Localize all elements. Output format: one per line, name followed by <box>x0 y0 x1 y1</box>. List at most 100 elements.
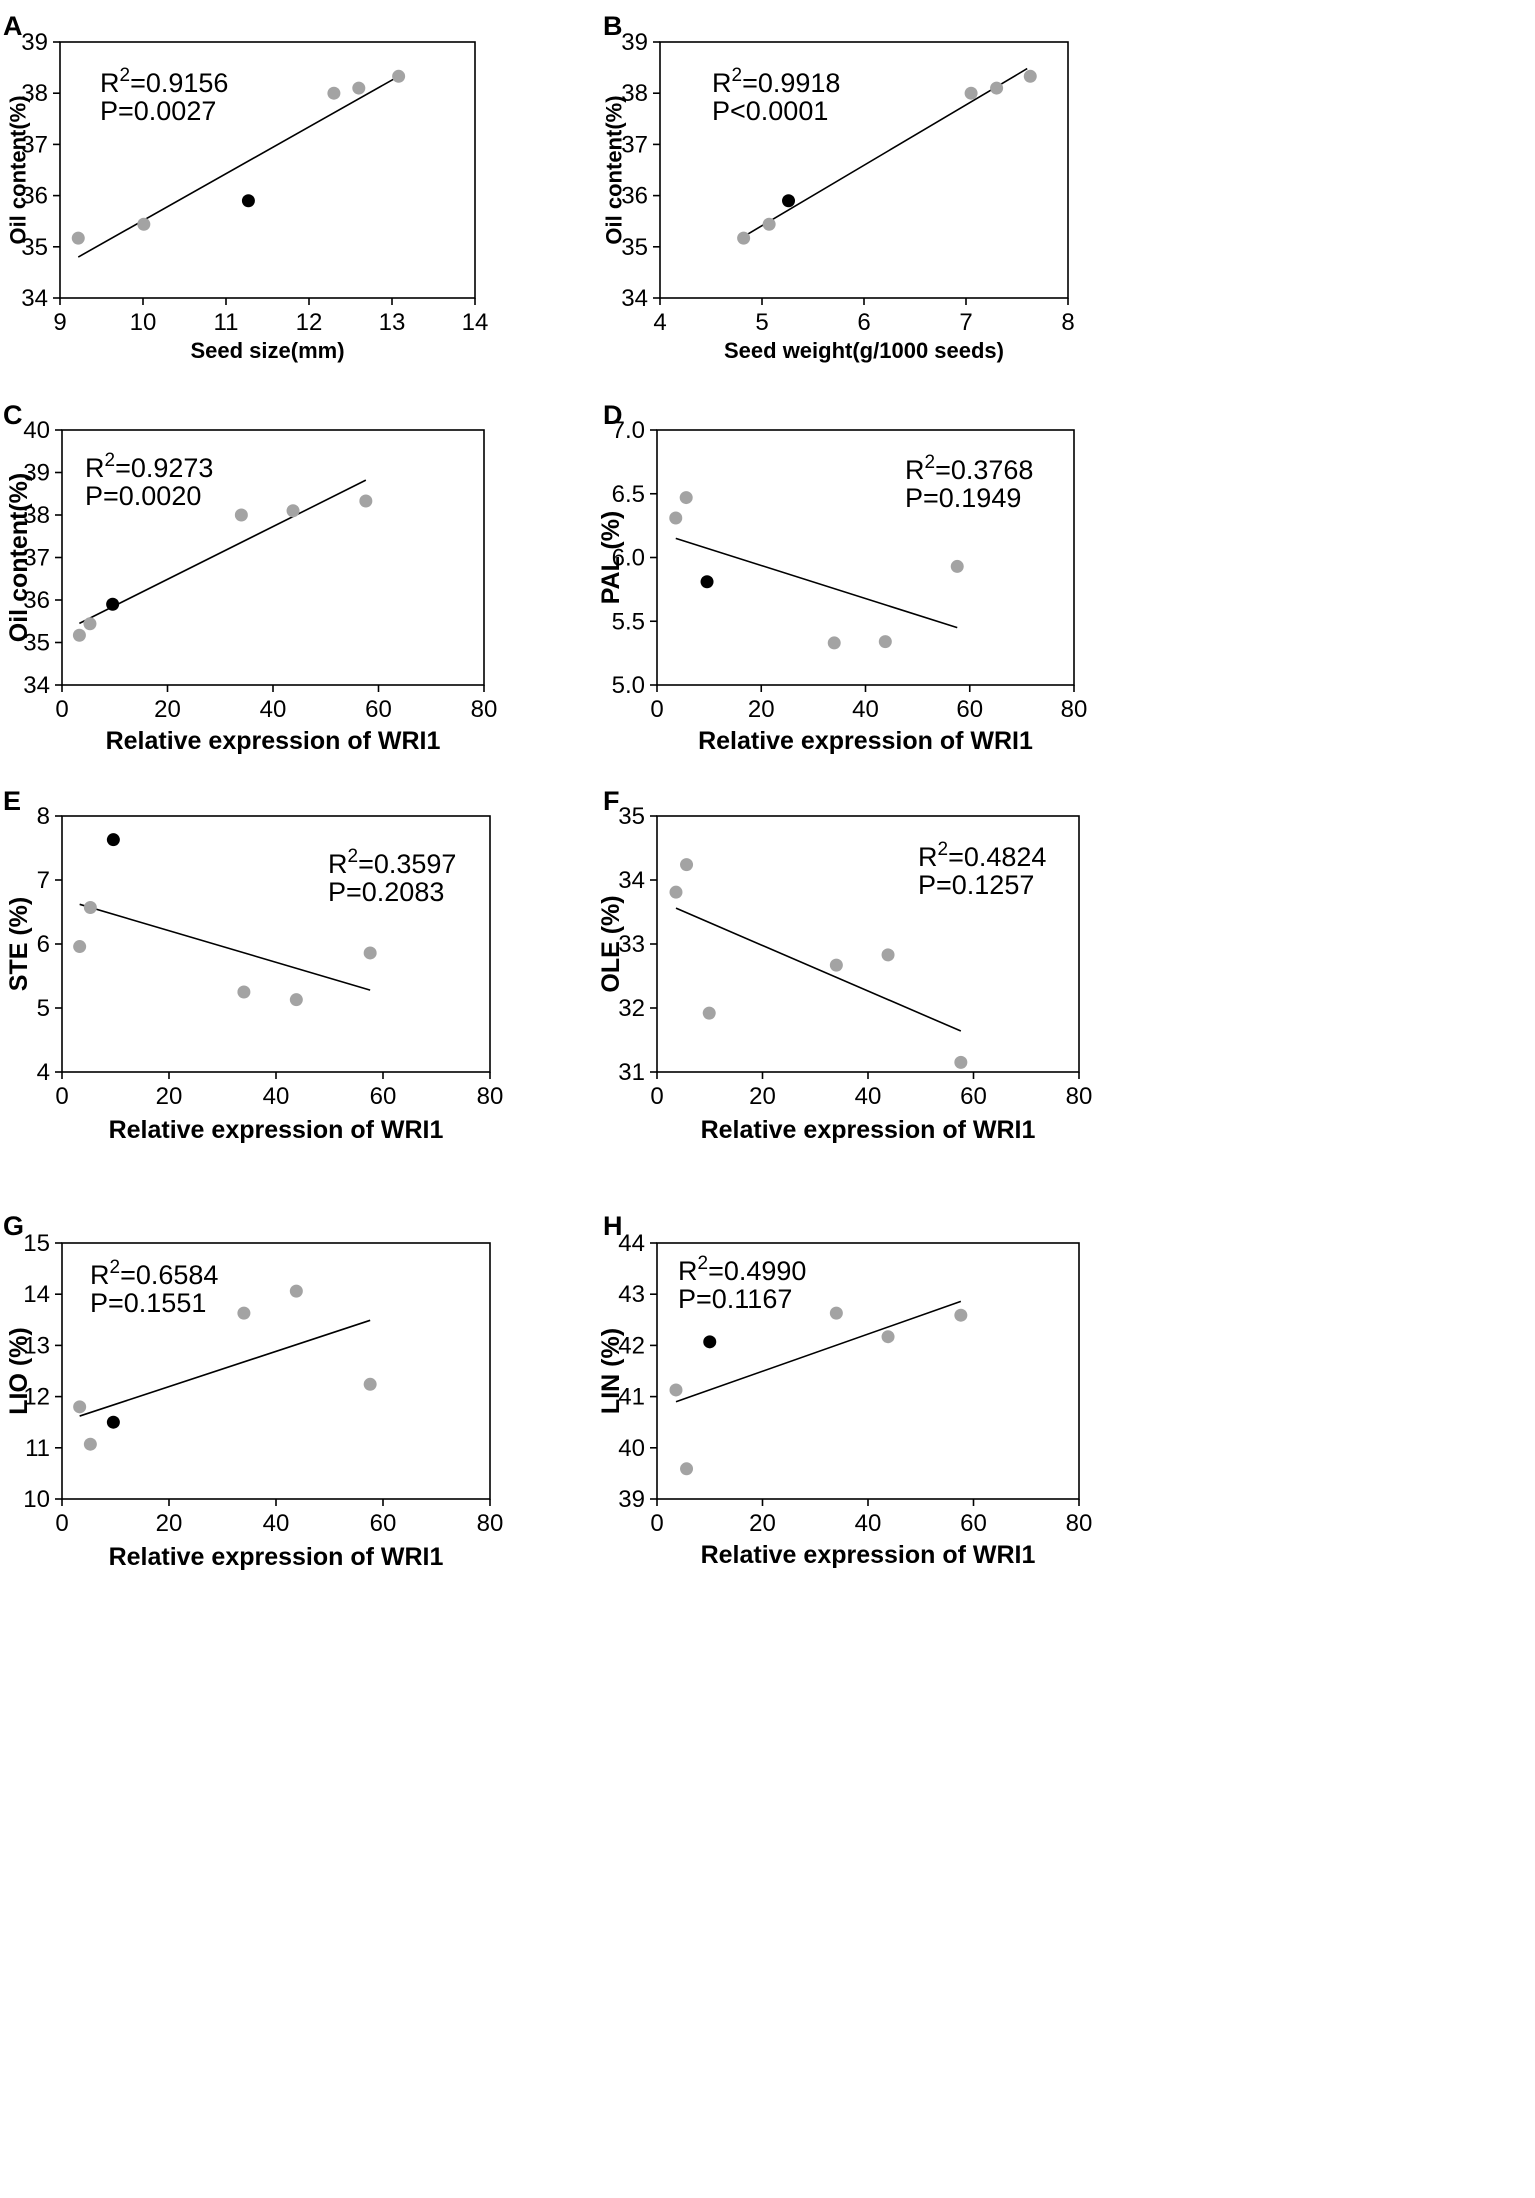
p-value-label: P=0.1949 <box>905 483 1021 513</box>
y-axis-label: PAL (%) <box>597 511 625 605</box>
y-tick-label: 15 <box>23 1230 50 1257</box>
regression-line <box>743 67 1028 238</box>
x-axis-label: Relative expression of WRI1 <box>106 727 441 755</box>
data-point <box>964 86 978 100</box>
x-tick-label: 40 <box>852 696 879 723</box>
data-point <box>669 1383 683 1397</box>
panel-letter: C <box>3 400 23 430</box>
x-tick-label: 0 <box>650 1083 663 1110</box>
x-tick-label: 60 <box>365 696 392 723</box>
y-tick-label: 5 <box>37 995 50 1022</box>
y-axis-label: Oil content(%) <box>5 473 33 642</box>
y-tick-label: 14 <box>23 1281 50 1308</box>
y-tick-label: 12 <box>23 1384 50 1411</box>
regression-line <box>77 75 400 258</box>
y-axis-label: Oil content(%) <box>602 95 627 244</box>
data-point <box>954 1308 968 1322</box>
x-tick-label: 80 <box>1066 1083 1093 1110</box>
data-point <box>237 985 251 999</box>
y-axis-label: OLE (%) <box>597 895 625 992</box>
x-tick-label: 60 <box>370 1510 397 1537</box>
data-point <box>73 1400 87 1414</box>
panel-g: G 0 20 40 60 80 10 11 12 13 14 15 Relative expressio… <box>3 1211 503 1571</box>
panel-e: E 0 20 40 60 80 4 5 6 7 8 Relative expression of WR… <box>3 786 503 1144</box>
data-point <box>829 958 843 972</box>
data-point <box>679 491 693 505</box>
y-tick-label: 34 <box>21 285 48 312</box>
data-point-highlight <box>703 1335 717 1349</box>
p-value-label: P=0.1551 <box>90 1288 206 1318</box>
data-point <box>881 948 895 962</box>
y-tick-label: 39 <box>621 29 648 56</box>
y-tick-label: 38 <box>21 80 48 107</box>
data-point <box>73 940 87 954</box>
y-tick-label: 34 <box>618 867 645 894</box>
data-point <box>990 81 1004 95</box>
x-tick-label: 60 <box>960 1083 987 1110</box>
x-tick-label: 11 <box>214 309 239 336</box>
y-tick-label: 37 <box>621 131 648 158</box>
panel-d: D 0 20 40 60 80 5.0 5.5 6.0 6.5 7.0 Relative expres… <box>597 400 1087 755</box>
x-tick-label: 14 <box>462 309 489 336</box>
panel-letter: E <box>3 786 21 816</box>
regression-line <box>675 907 962 1032</box>
x-tick-label: 0 <box>650 1510 663 1537</box>
plot-frame <box>59 41 476 299</box>
p-value-label: P<0.0001 <box>712 96 828 126</box>
y-axis-label: LIN (%) <box>597 1328 625 1414</box>
data-point <box>363 946 377 960</box>
y-tick-label: 7 <box>37 867 50 894</box>
x-tick-label: 80 <box>1061 696 1088 723</box>
data-point-highlight <box>700 575 714 589</box>
y-tick-label: 35 <box>23 630 50 657</box>
data-point <box>829 1306 843 1320</box>
data-point <box>669 511 683 525</box>
x-tick-label: 60 <box>370 1083 397 1110</box>
data-point <box>1023 69 1037 83</box>
data-point <box>881 1330 895 1344</box>
y-tick-label: 35 <box>621 234 648 261</box>
x-tick-label: 40 <box>855 1083 882 1110</box>
y-axis-label: LIO (%) <box>5 1327 33 1415</box>
y-tick-label: 43 <box>618 1281 645 1308</box>
data-point <box>680 858 694 872</box>
data-point <box>71 231 85 245</box>
r-squared-label: R2=0.3597 <box>328 846 456 879</box>
r-squared-label: R2=0.4824 <box>918 839 1046 872</box>
data-point <box>680 1462 694 1476</box>
y-tick-label: 7.0 <box>612 417 645 444</box>
y-tick-label: 33 <box>618 931 645 958</box>
y-tick-label: 5.5 <box>612 608 645 635</box>
p-value-label: P=0.0027 <box>100 96 216 126</box>
y-tick-label: 34 <box>23 672 50 699</box>
r-squared-label: R2=0.9156 <box>100 65 228 98</box>
data-point <box>669 885 683 899</box>
p-value-label: P=0.0020 <box>85 481 201 511</box>
y-tick-label: 35 <box>618 803 645 830</box>
y-tick-label: 6 <box>37 931 50 958</box>
x-tick-label: 9 <box>53 309 66 336</box>
data-point <box>878 635 892 649</box>
x-tick-label: 80 <box>471 696 498 723</box>
data-point-highlight <box>106 1415 120 1429</box>
data-point <box>137 217 151 231</box>
data-point-highlight <box>782 194 796 208</box>
y-tick-label: 38 <box>621 80 648 107</box>
data-point <box>289 993 303 1007</box>
x-axis-label: Relative expression of WRI1 <box>109 1116 444 1144</box>
x-tick-label: 20 <box>156 1510 183 1537</box>
data-point <box>237 1306 251 1320</box>
x-tick-label: 80 <box>477 1510 504 1537</box>
panel-f: F 0 20 40 60 80 31 32 33 34 35 Relative expression … <box>597 786 1092 1144</box>
data-point <box>83 617 97 631</box>
data-point <box>83 1437 97 1451</box>
x-axis-label: Seed weight(g/1000 seeds) <box>724 338 1004 363</box>
r-squared-label: R2=0.4990 <box>678 1253 806 1286</box>
r-squared-label: R2=0.3768 <box>905 452 1033 485</box>
x-tick-label: 7 <box>959 309 972 336</box>
y-tick-label: 39 <box>21 29 48 56</box>
data-point <box>234 508 248 522</box>
y-tick-label: 8 <box>37 803 50 830</box>
data-point <box>83 901 97 915</box>
data-point <box>352 81 366 95</box>
